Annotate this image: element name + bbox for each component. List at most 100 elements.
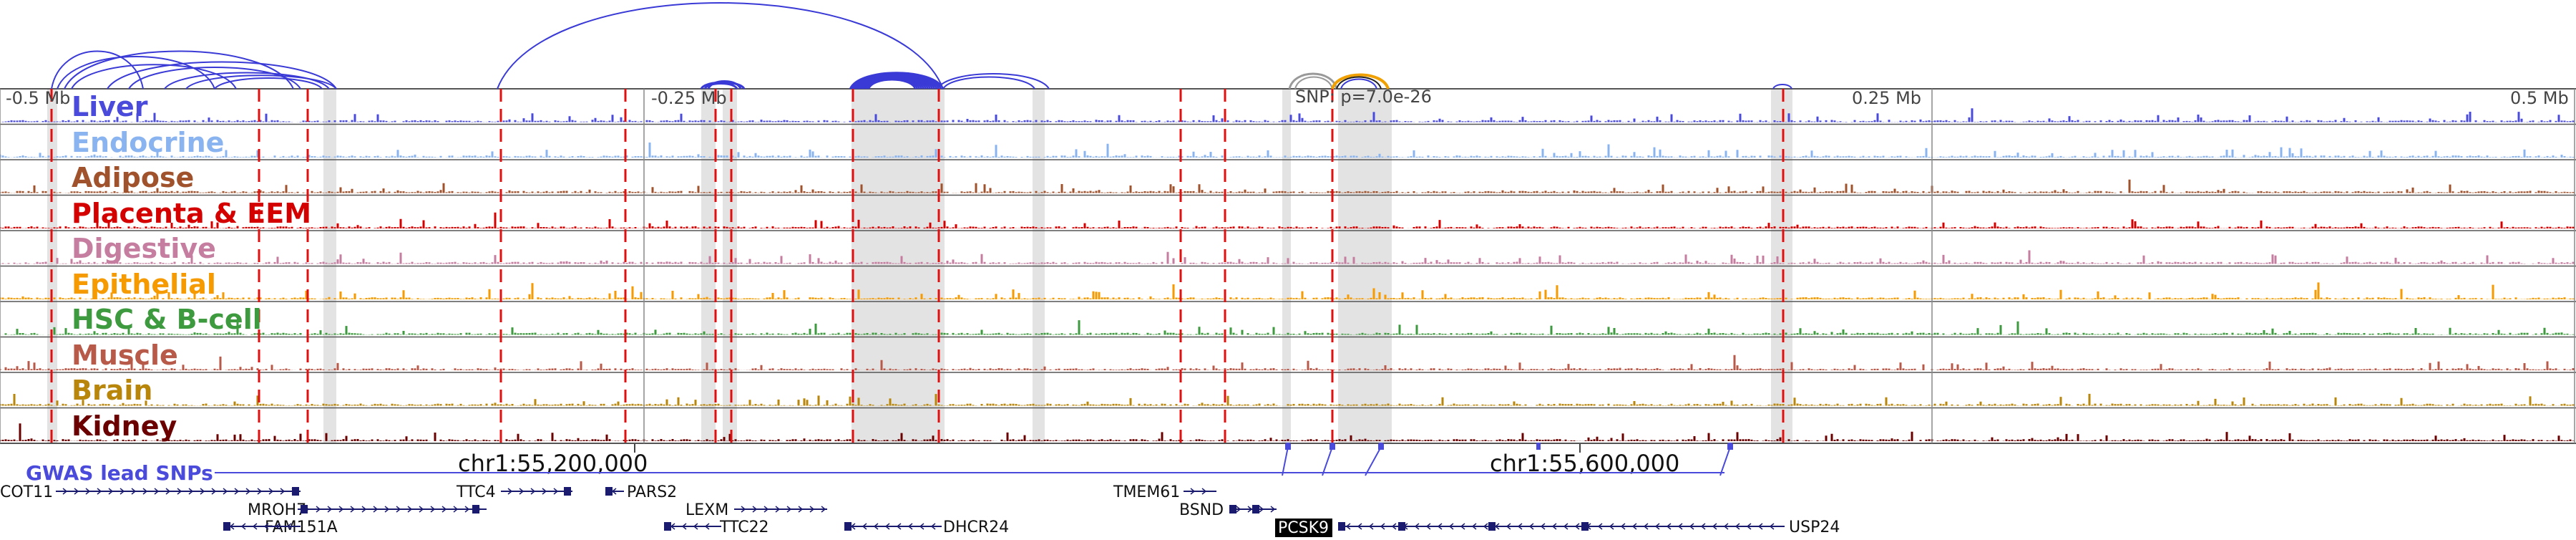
- interaction-arc: [942, 76, 1035, 90]
- gene-exon: [1229, 505, 1236, 514]
- gene-strand-arrow: [507, 488, 513, 495]
- gene-mroh7[interactable]: MROH7: [248, 501, 306, 519]
- interaction-arc: [1294, 76, 1333, 90]
- gene-strand-arrow: [775, 506, 781, 513]
- gene-strand-arrow: [396, 506, 401, 513]
- gene-strand-arrow: [280, 488, 286, 495]
- gene-strand-arrow: [1620, 523, 1626, 530]
- gene-exon: [605, 487, 613, 496]
- gene-strand-arrow: [373, 506, 379, 513]
- scale-label-minus-quarter-mb: -0.25 Mb: [651, 88, 727, 108]
- track-rows-layer: [0, 88, 2576, 444]
- gene-exon: [292, 487, 299, 496]
- gene-label: PARS2: [627, 483, 677, 501]
- interaction-arc: [1340, 78, 1377, 90]
- interaction-arc: [703, 82, 738, 90]
- gene-strand-arrow: [542, 488, 547, 495]
- gene-strand-arrow: [361, 506, 367, 513]
- gene-cot11[interactable]: COT11: [0, 483, 53, 501]
- track-label-liver: Liver: [72, 91, 148, 122]
- gene-strand-arrow: [97, 488, 102, 495]
- gene-exon: [844, 522, 852, 531]
- gene-ttc4[interactable]: TTC4: [456, 483, 496, 501]
- track-label-hsc-bcell: HSC & B-cell: [72, 304, 262, 335]
- gene-strand-arrow: [1425, 523, 1431, 530]
- gene-exon: [564, 487, 571, 496]
- track-label-placenta-eem: Placenta & EEM: [72, 198, 311, 229]
- track-label-epithelial: Epithelial: [72, 269, 216, 300]
- gene-lexm[interactable]: LEXM: [686, 501, 728, 519]
- gene-strand-arrow: [1700, 523, 1706, 530]
- interaction-arc: [1336, 76, 1382, 90]
- gene-strand-arrow: [1746, 523, 1752, 530]
- gene-strand-arrow: [245, 488, 251, 495]
- gene-strand-arrow: [519, 488, 525, 495]
- gene-strand-arrow: [1528, 523, 1534, 530]
- gene-strand-arrow: [240, 523, 246, 530]
- gene-strand-arrow: [1563, 523, 1568, 530]
- gene-pars2[interactable]: PARS2: [627, 483, 677, 501]
- gwas-snp-marker: [1728, 443, 1732, 450]
- gene-exon: [301, 505, 308, 514]
- gene-strand-arrow: [142, 488, 148, 495]
- signal-0: [1, 108, 2575, 122]
- gene-exon: [1338, 522, 1345, 531]
- gwas-track-label: GWAS lead SNPs: [26, 461, 213, 485]
- gene-strand-arrow: [1437, 523, 1443, 530]
- gene-tmem61[interactable]: TMEM61: [1113, 483, 1180, 501]
- gene-strand-arrow: [74, 488, 79, 495]
- gene-strand-arrow: [62, 488, 68, 495]
- gene-strand-arrow: [1190, 488, 1196, 495]
- gene-strand-arrow: [419, 506, 424, 513]
- signal-layer: [0, 108, 2575, 441]
- gene-label: FAM151A: [265, 519, 338, 536]
- interaction-arc: [64, 50, 294, 90]
- signal-2: [0, 179, 2575, 193]
- gene-strand-arrow: [327, 506, 333, 513]
- gene-dhcr24[interactable]: DHCR24: [943, 519, 1009, 536]
- gene-strand-arrow: [704, 523, 710, 530]
- interaction-arc: [1772, 84, 1792, 90]
- gene-strand-arrow: [1517, 523, 1523, 530]
- gene-track: COT11 MROH7 FAM151A TTC4 PARS2 LEXM TTC2…: [0, 483, 1840, 537]
- gene-strand-arrow: [1201, 488, 1207, 495]
- interaction-arc: [57, 56, 215, 90]
- interaction-arc: [71, 64, 237, 90]
- track-labels: Liver Endocrine Adipose Placenta & EEM D…: [72, 91, 311, 442]
- gene-label: TTC4: [456, 483, 496, 501]
- gene-strand-arrow: [234, 488, 240, 495]
- gene-strand-arrow: [165, 488, 171, 495]
- gwas-connector: [1719, 446, 1731, 476]
- gene-strand-arrow: [1769, 523, 1775, 530]
- gene-usp24[interactable]: USP24: [1789, 519, 1840, 536]
- gene-strand-arrow: [1471, 523, 1477, 530]
- track-label-brain: Brain: [72, 375, 152, 406]
- gene-pcsk9[interactable]: PCSK9: [1275, 519, 1332, 537]
- gene-strand-arrow: [1247, 506, 1253, 513]
- gene-strand-arrow: [119, 488, 125, 495]
- gene-strand-arrow: [1357, 523, 1362, 530]
- gene-strand-arrow: [1270, 506, 1276, 513]
- interaction-arc: [107, 61, 337, 90]
- gene-strand-arrow: [786, 506, 792, 513]
- gene-strand-arrow: [85, 488, 91, 495]
- signal-8: [0, 393, 2575, 406]
- gene-strand-arrow: [188, 488, 194, 495]
- gwas-track: GWAS lead SNPs: [26, 443, 1733, 485]
- gene-strand-arrow: [1654, 523, 1660, 530]
- gene-strand-arrow: [441, 506, 447, 513]
- gene-strand-arrow: [1597, 523, 1603, 530]
- gene-ttc22[interactable]: TTC22: [719, 519, 769, 536]
- gene-strand-arrow: [1712, 523, 1717, 530]
- gene-strand-arrow: [177, 488, 182, 495]
- gene-strand-arrow: [384, 506, 390, 513]
- gene-bsnd[interactable]: BSND: [1179, 501, 1224, 519]
- gene-label: COT11: [0, 483, 53, 501]
- gene-strand-arrow: [263, 523, 269, 530]
- gene-label: TTC22: [719, 519, 769, 536]
- gene-label: USP24: [1789, 519, 1840, 536]
- gene-fam151a[interactable]: FAM151A: [265, 519, 338, 536]
- track-label-endocrine: Endocrine: [72, 127, 224, 158]
